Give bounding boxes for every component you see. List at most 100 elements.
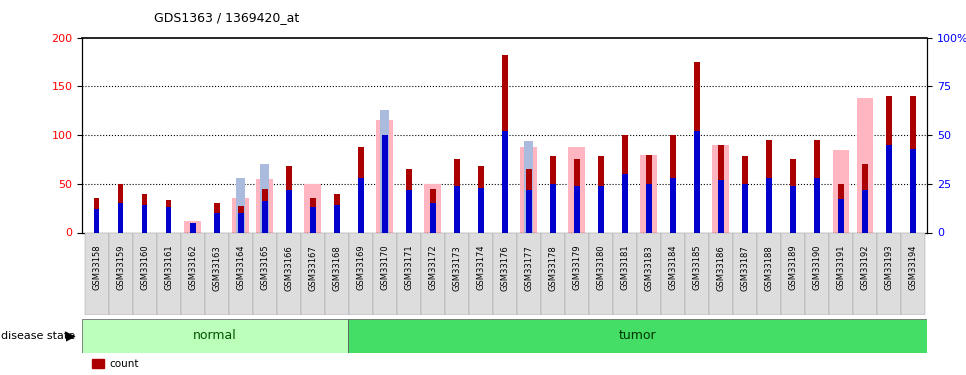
Text: tumor: tumor <box>619 329 656 342</box>
Bar <box>478 166 484 232</box>
Text: disease state: disease state <box>1 331 75 340</box>
Bar <box>478 188 484 232</box>
Bar <box>541 232 565 315</box>
Bar <box>550 156 555 232</box>
Text: GSM33190: GSM33190 <box>812 245 821 290</box>
Bar <box>406 190 412 232</box>
Bar <box>142 205 148 232</box>
Bar <box>94 198 99 232</box>
Bar <box>165 207 172 232</box>
Text: GSM33194: GSM33194 <box>908 245 918 290</box>
Text: ▶: ▶ <box>66 329 75 342</box>
Bar <box>94 209 99 232</box>
Bar <box>814 178 820 232</box>
Bar <box>829 232 853 315</box>
Bar <box>838 200 844 232</box>
Text: GSM33172: GSM33172 <box>428 245 438 291</box>
Bar <box>454 159 460 232</box>
Text: GSM33184: GSM33184 <box>668 245 677 291</box>
Bar <box>742 184 748 232</box>
Bar <box>525 141 533 232</box>
Bar <box>469 232 493 315</box>
Text: GSM33160: GSM33160 <box>140 245 149 291</box>
Bar <box>213 213 219 232</box>
Text: GSM33161: GSM33161 <box>164 245 173 291</box>
Bar <box>406 169 412 232</box>
Bar <box>790 159 796 232</box>
Bar <box>598 186 604 232</box>
Bar <box>256 179 273 232</box>
Bar <box>853 232 877 315</box>
Bar <box>694 131 699 232</box>
Bar <box>118 184 124 232</box>
Bar <box>713 145 729 232</box>
Bar <box>185 221 201 232</box>
Bar <box>377 120 393 232</box>
Text: GSM33193: GSM33193 <box>885 245 894 291</box>
Bar <box>669 135 676 232</box>
Bar <box>526 190 531 232</box>
Bar <box>444 232 469 315</box>
Bar <box>118 203 124 232</box>
Bar <box>877 232 901 315</box>
Bar <box>640 154 657 232</box>
Text: GSM33159: GSM33159 <box>116 245 125 290</box>
Bar <box>132 232 156 315</box>
Bar <box>493 232 517 315</box>
Bar <box>397 232 420 315</box>
Bar <box>108 232 132 315</box>
Text: GSM33189: GSM33189 <box>788 245 797 291</box>
Bar <box>232 198 249 232</box>
Bar <box>300 232 325 315</box>
Bar <box>260 164 270 232</box>
Text: GSM33170: GSM33170 <box>381 245 389 291</box>
Bar <box>276 232 300 315</box>
Text: GSM33178: GSM33178 <box>549 245 557 291</box>
Bar <box>526 169 531 232</box>
Bar <box>84 232 108 315</box>
Bar <box>205 232 229 315</box>
Bar <box>420 232 444 315</box>
Text: GSM33169: GSM33169 <box>356 245 365 291</box>
Bar <box>637 232 661 315</box>
Text: GSM33177: GSM33177 <box>525 245 533 291</box>
Text: GSM33158: GSM33158 <box>92 245 101 291</box>
Bar <box>862 164 867 232</box>
Text: GSM33173: GSM33173 <box>452 245 461 291</box>
Bar <box>333 205 340 232</box>
Bar <box>213 203 219 232</box>
Bar <box>718 145 724 232</box>
Bar <box>612 232 637 315</box>
Bar <box>286 190 292 232</box>
Bar <box>757 232 781 315</box>
Bar <box>156 232 181 315</box>
Bar <box>766 140 772 232</box>
Bar <box>229 232 252 315</box>
Text: GSM33176: GSM33176 <box>500 245 509 291</box>
Text: GSM33185: GSM33185 <box>693 245 701 291</box>
Bar <box>574 159 580 232</box>
Bar <box>550 184 555 232</box>
Bar <box>357 178 363 232</box>
Bar <box>838 184 844 232</box>
Text: count: count <box>109 359 139 369</box>
Bar <box>574 186 580 232</box>
Bar <box>646 154 652 232</box>
Text: GSM33164: GSM33164 <box>236 245 245 291</box>
Bar <box>857 98 873 232</box>
Bar <box>238 206 243 232</box>
Bar <box>910 96 916 232</box>
Bar <box>454 186 460 232</box>
Text: GSM33163: GSM33163 <box>213 245 221 291</box>
Text: GSM33166: GSM33166 <box>284 245 293 291</box>
Bar <box>382 135 387 232</box>
Bar <box>685 232 709 315</box>
Bar <box>589 232 612 315</box>
Bar <box>781 232 805 315</box>
Bar <box>424 184 441 232</box>
Text: GSM33188: GSM33188 <box>764 245 774 291</box>
Bar <box>310 207 316 232</box>
Bar <box>325 232 349 315</box>
Bar <box>165 200 172 232</box>
Bar <box>236 178 245 232</box>
